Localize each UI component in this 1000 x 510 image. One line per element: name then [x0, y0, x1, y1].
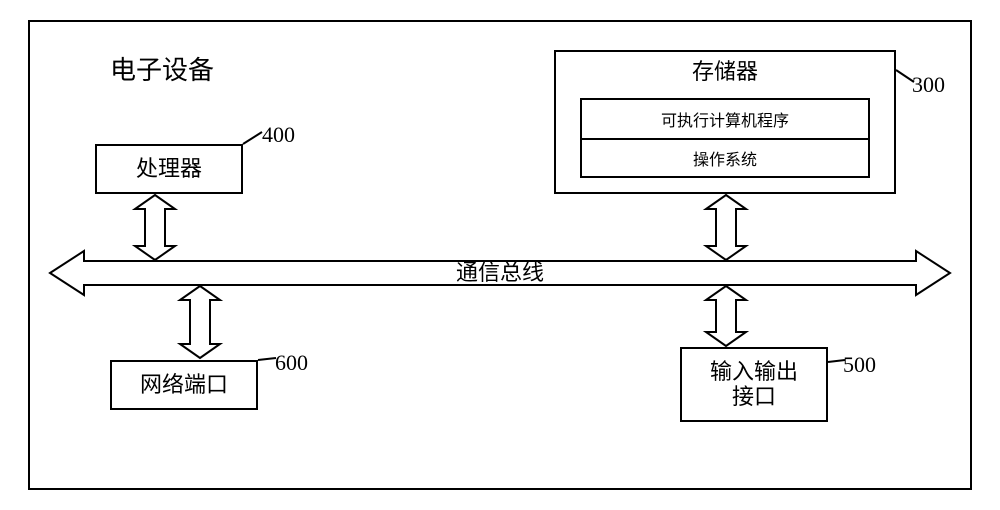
node-processor: 处理器 [95, 144, 243, 194]
memory-row1: 可执行计算机程序 [661, 107, 789, 131]
ref-label-300: 300 [912, 72, 945, 98]
node-memory-title: 存储器 [692, 60, 758, 84]
ref-label-600: 600 [275, 350, 308, 376]
node-memory-inner: 可执行计算机程序 操作系统 [580, 98, 870, 178]
io-line2: 接口 [732, 385, 776, 409]
ref-label-400: 400 [262, 122, 295, 148]
diagram-title: 电子设备 [110, 50, 214, 87]
node-io-interface: 输入输出 接口 [680, 347, 828, 422]
io-line1: 输入输出 [710, 360, 798, 384]
node-processor-label: 处理器 [136, 157, 202, 181]
memory-row2: 操作系统 [693, 146, 757, 170]
node-network-port: 网络端口 [110, 360, 258, 410]
node-network-port-label: 网络端口 [140, 373, 228, 397]
ref-label-500: 500 [843, 352, 876, 378]
